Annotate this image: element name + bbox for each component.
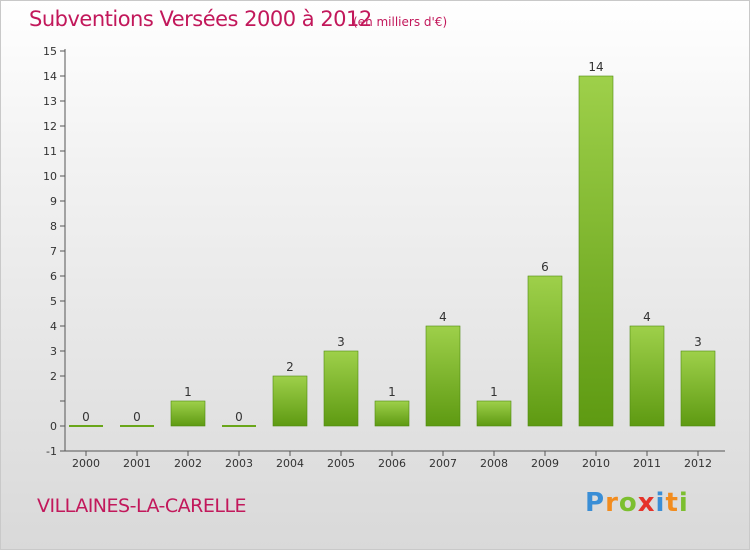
y-tick-label: 14 [43, 70, 57, 83]
x-tick-label: 2008 [480, 457, 508, 470]
data-label: 0 [133, 410, 141, 424]
data-label: 14 [588, 60, 603, 74]
bar [578, 75, 614, 427]
x-tick-label: 2009 [531, 457, 559, 470]
bar [425, 325, 461, 427]
data-label: 2 [286, 360, 294, 374]
data-label: 1 [490, 385, 498, 399]
chart-unit: (en milliers d'€) [353, 15, 448, 29]
logo-letter: o [618, 488, 638, 518]
logo-letter: i [678, 488, 689, 518]
logo-letter: x [637, 488, 656, 518]
bar [323, 350, 359, 427]
bar [629, 325, 665, 427]
bar [374, 400, 410, 427]
y-tick-label: 0 [50, 420, 57, 433]
data-label: 4 [439, 310, 447, 324]
y-tick-label: 7 [50, 245, 57, 258]
data-label: 3 [694, 335, 702, 349]
x-tick-label: 2010 [582, 457, 610, 470]
bar [476, 400, 512, 427]
logo-letter: P [585, 488, 606, 518]
y-tick-label: 8 [50, 220, 57, 233]
y-tick-label: 11 [43, 145, 57, 158]
chart-title: Subventions Versées 2000 à 2012 [29, 7, 372, 31]
y-tick-label: 10 [43, 170, 57, 183]
y-tick-label: 9 [50, 195, 57, 208]
data-label: 1 [184, 385, 192, 399]
y-tick-label: 3 [50, 345, 57, 358]
data-label: 0 [235, 410, 243, 424]
y-tick-label: 4 [50, 320, 57, 333]
x-tick-label: 2011 [633, 457, 661, 470]
y-tick-label: 12 [43, 120, 57, 133]
bar [170, 400, 206, 427]
data-label: 3 [337, 335, 345, 349]
y-tick-label: 6 [50, 270, 57, 283]
y-tick-label: -1 [46, 445, 57, 458]
x-tick-label: 2007 [429, 457, 457, 470]
data-label: 1 [388, 385, 396, 399]
bar [680, 350, 716, 427]
y-tick-label: 13 [43, 95, 57, 108]
data-label: 4 [643, 310, 651, 324]
x-tick-label: 2002 [174, 457, 202, 470]
bar [527, 275, 563, 427]
proxiti-logo[interactable]: Proxiti [585, 488, 689, 518]
y-tick-label: 2 [50, 370, 57, 383]
logo-letter: i [655, 488, 666, 518]
x-tick-label: 2004 [276, 457, 304, 470]
data-label: 6 [541, 260, 549, 274]
logo-letter: t [665, 488, 679, 518]
logo-letter: r [605, 488, 619, 518]
x-tick-label: 2012 [684, 457, 712, 470]
y-tick-label: 5 [50, 295, 57, 308]
y-tick-label: 15 [43, 45, 57, 58]
x-tick-label: 2001 [123, 457, 151, 470]
x-tick-label: 2006 [378, 457, 406, 470]
x-tick-label: 2005 [327, 457, 355, 470]
x-tick-label: 2000 [72, 457, 100, 470]
bar [272, 375, 308, 427]
commune-name: VILLAINES-LA-CARELLE [37, 495, 247, 517]
x-tick-label: 2003 [225, 457, 253, 470]
data-label: 0 [82, 410, 90, 424]
